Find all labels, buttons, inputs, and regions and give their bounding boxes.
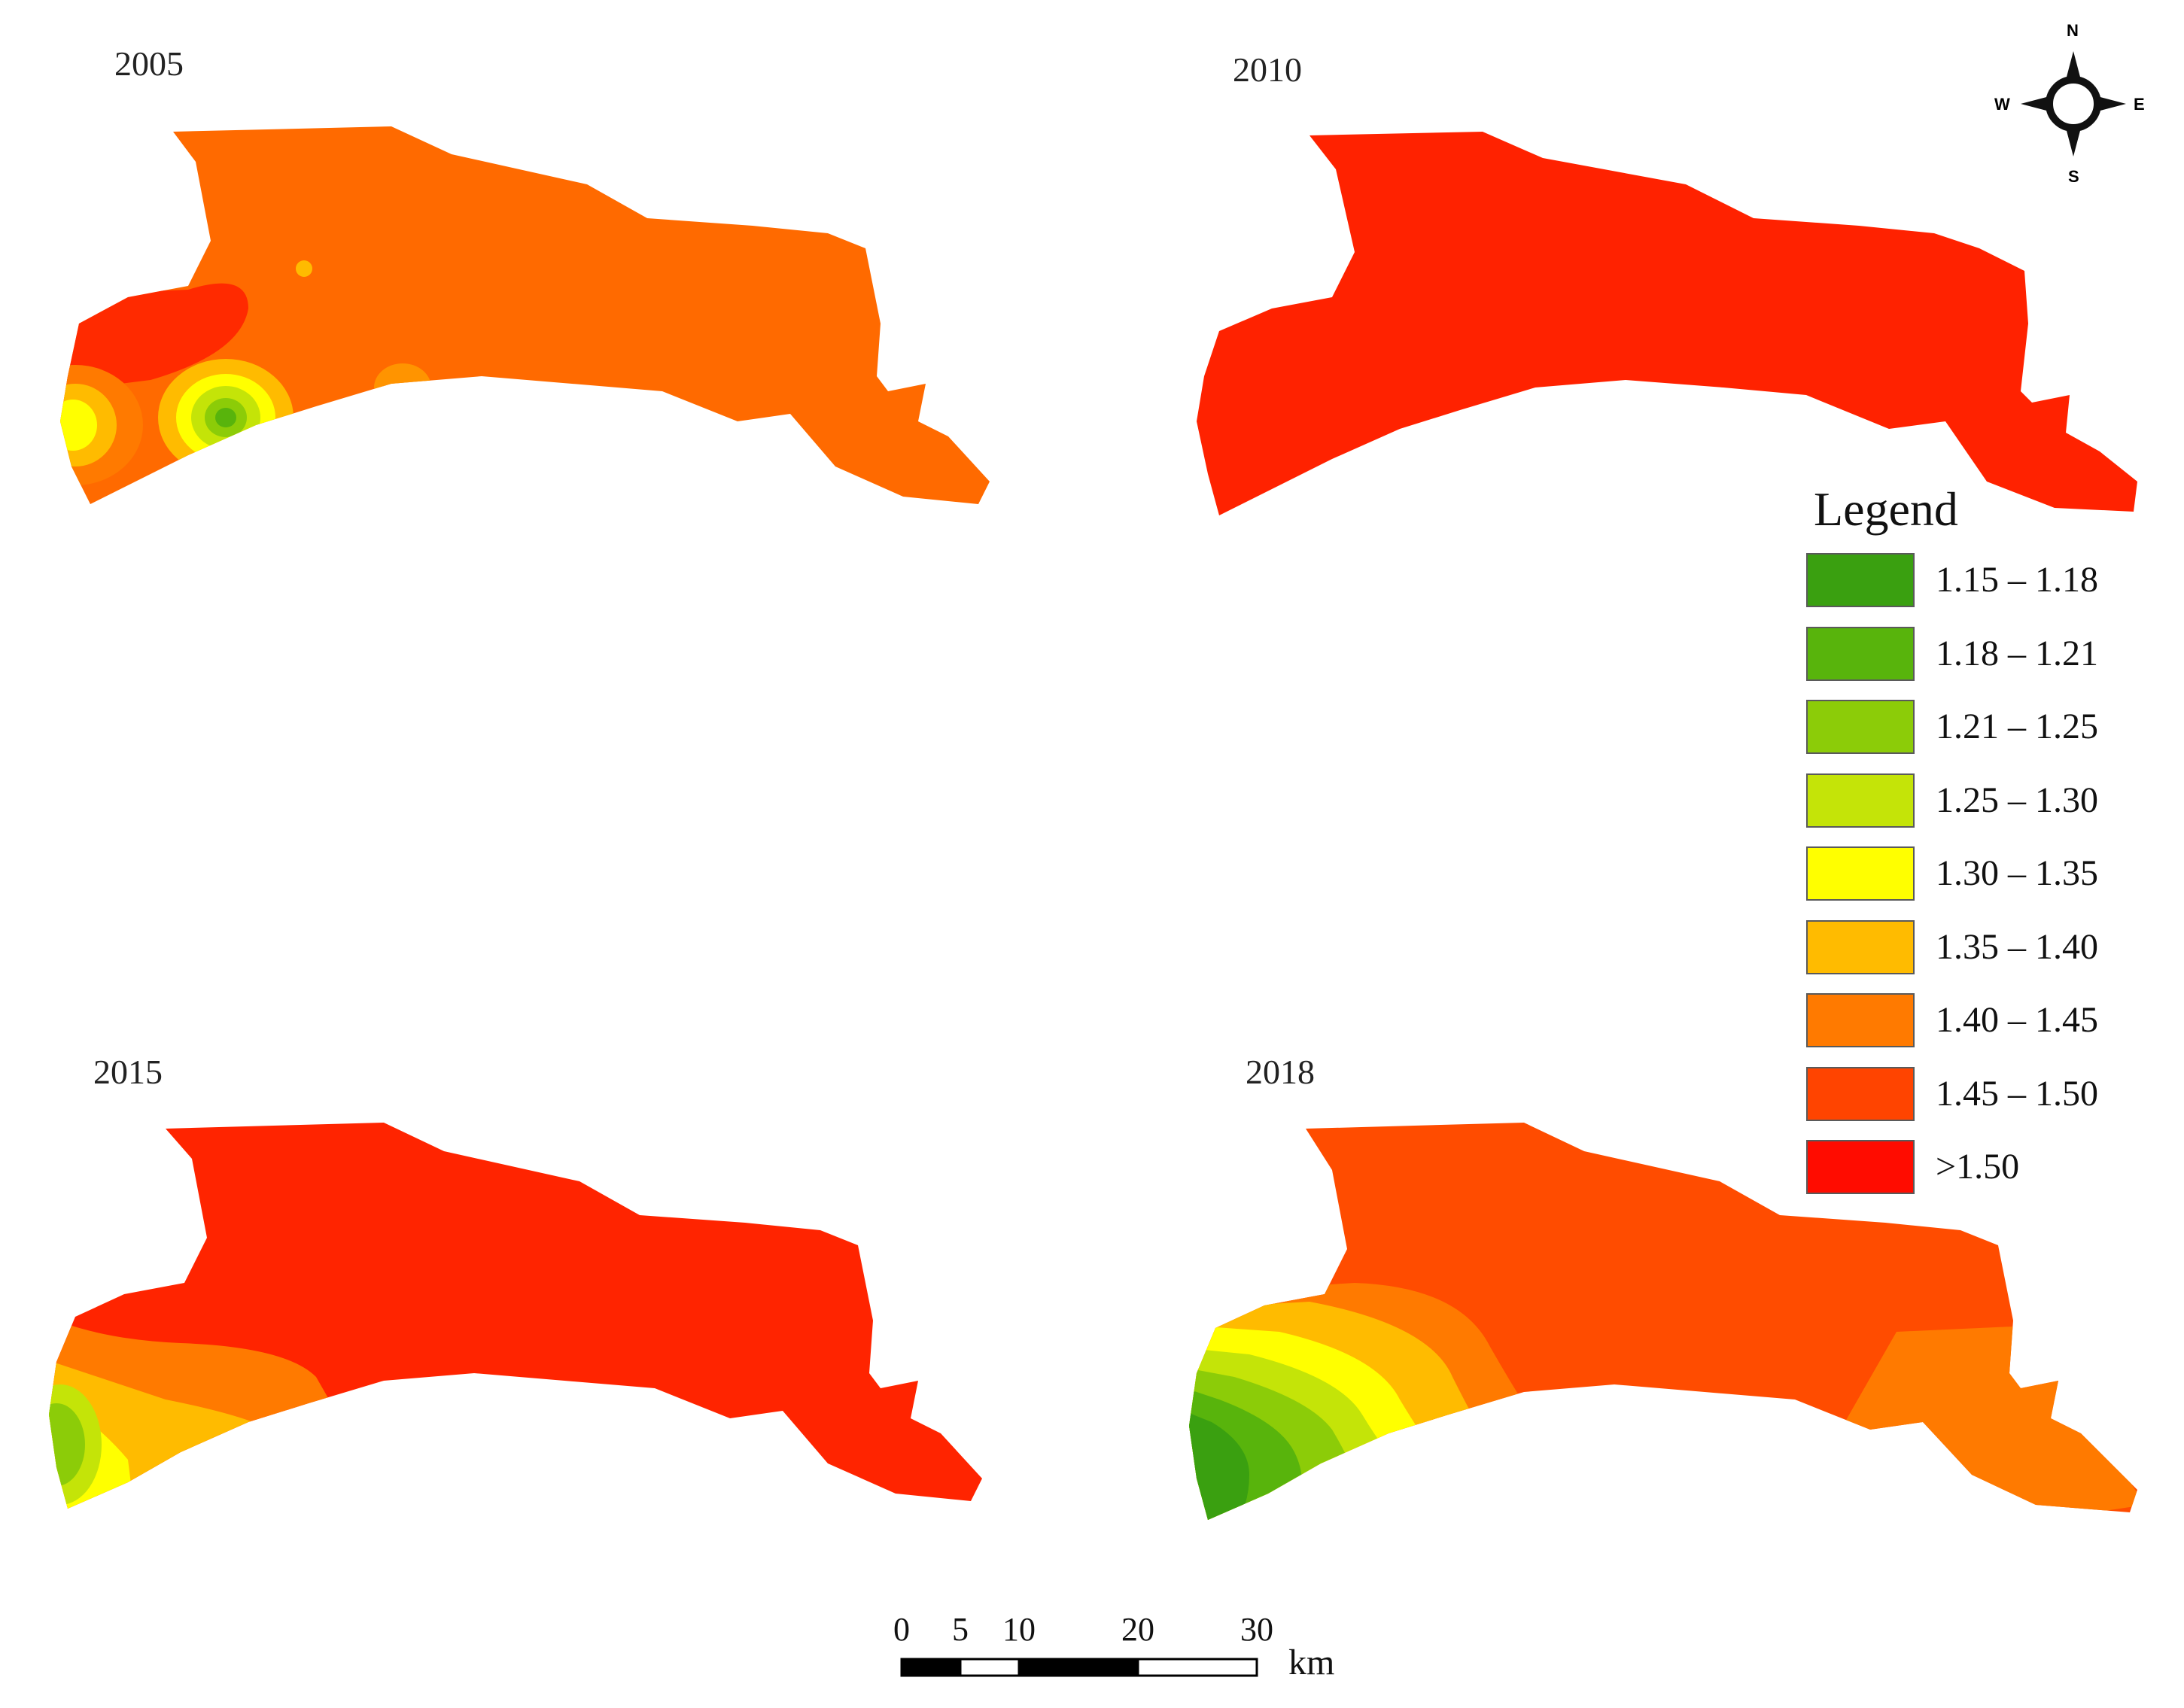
scale-bar-segment — [900, 1658, 962, 1677]
legend-item: 1.45 – 1.50 — [1806, 1067, 2167, 1124]
scale-tick-label: 20 — [1121, 1611, 1154, 1648]
scale-tick-label: 5 — [952, 1611, 969, 1648]
map-panel-2010 — [1197, 132, 2137, 515]
legend-label: 1.40 – 1.45 — [1936, 1000, 2098, 1040]
legend-item: 1.35 – 1.40 — [1806, 920, 2167, 977]
panel-year-label: 2015 — [93, 1053, 163, 1091]
legend-item: >1.50 — [1806, 1140, 2167, 1197]
legend-item: 1.15 – 1.18 — [1806, 553, 2167, 610]
legend-swatch — [1806, 993, 1915, 1047]
east-label: E — [2134, 95, 2145, 114]
legend-swatch — [1806, 1140, 1915, 1194]
legend-swatch — [1806, 773, 1915, 828]
scale-bar-segment — [959, 1658, 1021, 1677]
region-shape-2010 — [1197, 132, 2137, 515]
map-panel-2005 — [60, 126, 990, 504]
legend-label: 1.18 – 1.21 — [1936, 634, 2098, 673]
north-label: N — [2067, 21, 2079, 40]
scale-tick-label: 0 — [893, 1611, 910, 1648]
west-label: W — [1994, 95, 2010, 114]
scale-bar-segment — [1136, 1658, 1258, 1677]
map-panel-2015 — [49, 1123, 982, 1509]
legend-label: 1.25 – 1.30 — [1936, 780, 2098, 820]
legend-item: 1.30 – 1.35 — [1806, 846, 2167, 904]
legend-swatch — [1806, 700, 1915, 754]
south-label: S — [2068, 167, 2079, 186]
panel-year-label: 2005 — [114, 44, 184, 83]
legend-swatch — [1806, 846, 1915, 901]
contour-zones-2018 — [1189, 1283, 2137, 1520]
legend-item: 1.18 – 1.21 — [1806, 627, 2167, 684]
legend-label: 1.35 – 1.40 — [1936, 927, 2098, 967]
legend-label: 1.30 – 1.35 — [1936, 853, 2098, 893]
legend-item: 1.21 – 1.25 — [1806, 700, 2167, 757]
panel-year-label: 2018 — [1246, 1053, 1315, 1091]
legend-label: 1.15 – 1.18 — [1936, 560, 2098, 600]
legend-label: >1.50 — [1936, 1147, 2020, 1187]
scale-tick-label: 10 — [1002, 1611, 1036, 1648]
legend-swatch — [1806, 920, 1915, 974]
legend-title: Legend — [1814, 482, 1958, 536]
legend-item: 1.40 – 1.45 — [1806, 993, 2167, 1050]
scale-tick-label: 30 — [1240, 1611, 1273, 1648]
scale-unit-label: km — [1288, 1643, 1335, 1682]
scale-bar-segment — [1017, 1658, 1139, 1677]
north-arrow-icon — [2021, 51, 2126, 157]
legend-item: 1.25 – 1.30 — [1806, 773, 2167, 831]
legend-swatch — [1806, 553, 1915, 607]
legend-swatch — [1806, 1067, 1915, 1121]
scale-bar — [900, 1658, 1258, 1677]
map-panel-2018 — [1189, 1123, 2137, 1520]
panel-year-label: 2010 — [1233, 50, 1302, 89]
legend-swatch — [1806, 627, 1915, 681]
region-shape-2015 — [49, 1123, 982, 1509]
legend-label: 1.45 – 1.50 — [1936, 1074, 2098, 1114]
legend-label: 1.21 – 1.25 — [1936, 707, 2098, 746]
